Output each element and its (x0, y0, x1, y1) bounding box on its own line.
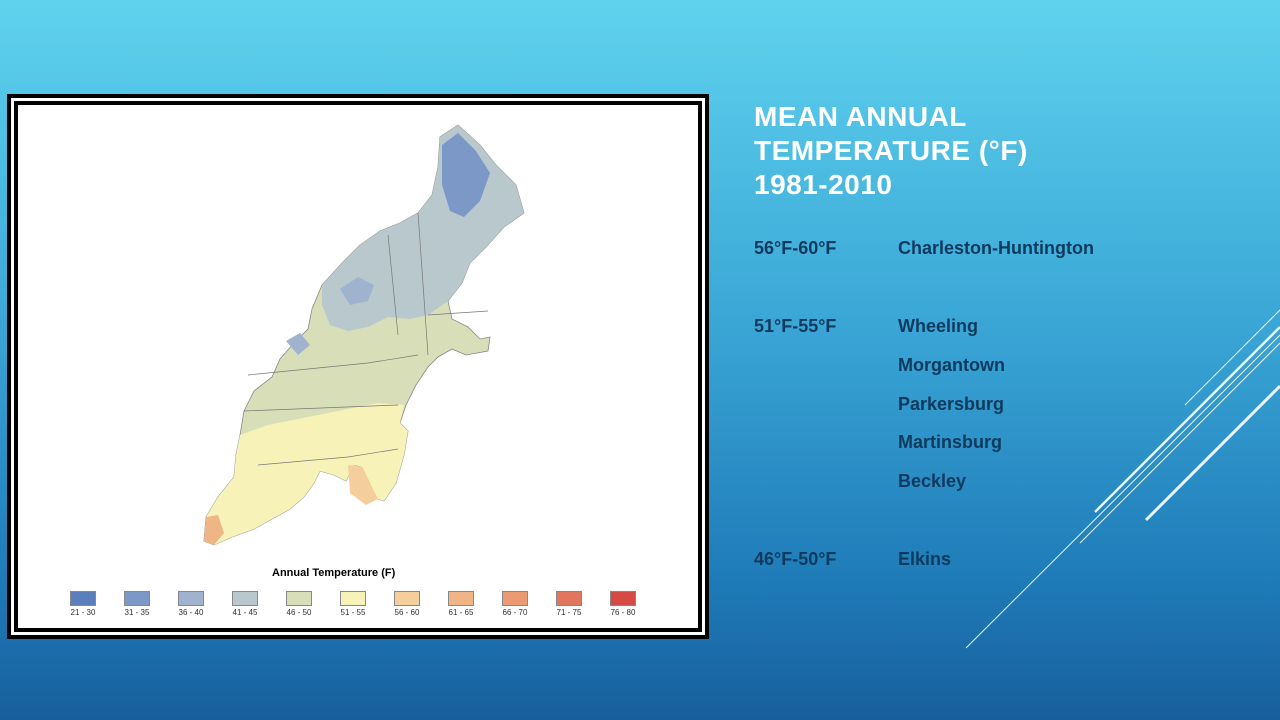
city-name: Elkins (898, 549, 952, 569)
temperature-range: 56°F-60°F (754, 238, 837, 258)
city-name: Morgantown (898, 355, 1005, 375)
cold-patch (340, 277, 374, 305)
legend-swatch (178, 591, 204, 606)
cold-zone (442, 133, 490, 217)
city-name: Martinsburg (898, 432, 1003, 452)
legend-label: 56 - 60 (394, 608, 420, 617)
map-legend: 21 - 30 31 - 35 36 - 40 41 - 45 46 - 50 51 - … (58, 591, 658, 621)
warm-zone (204, 403, 408, 545)
legend-label: 66 - 70 (502, 608, 528, 617)
legend-swatch (448, 591, 474, 606)
legend-label: 36 - 40 (178, 608, 204, 617)
legend-swatch (610, 591, 636, 606)
legend-label: 76 - 80 (610, 608, 636, 617)
legend-swatch (556, 591, 582, 606)
slide-title: MEAN ANNUAL TEMPERATURE (°F) 1981-2010 (754, 100, 1194, 202)
legend-label: 46 - 50 (286, 608, 312, 617)
title-line-3: 1981-2010 (754, 169, 893, 200)
temperature-range: 46°F-50°F (754, 549, 837, 569)
legend-label: 61 - 65 (448, 608, 474, 617)
title-line-1: MEAN ANNUAL (754, 101, 967, 132)
legend-label: 21 - 30 (70, 608, 96, 617)
city-name: Beckley (898, 471, 967, 491)
northeast-temperature-map (203, 124, 525, 546)
temperature-map: Annual Temperature (F) 21 - 30 31 - 35 36 … (18, 105, 698, 628)
map-legend-title: Annual Temperature (F) (272, 567, 396, 579)
legend-label: 31 - 35 (124, 608, 150, 617)
legend-label: 41 - 45 (232, 608, 258, 617)
title-line-2: TEMPERATURE (°F) (754, 135, 1028, 166)
city-name: Charleston-Huntington (898, 238, 1094, 258)
city-name: Wheeling (898, 316, 978, 336)
city-name: Parkersburg (898, 394, 1005, 414)
state-borders (243, 212, 489, 466)
legend-swatch (232, 591, 258, 606)
hot-zone (204, 515, 224, 545)
temperature-range: 51°F-55°F (754, 316, 837, 336)
legend-swatch (124, 591, 150, 606)
legend-label: 51 - 55 (340, 608, 366, 617)
legend-swatch (502, 591, 528, 606)
legend-swatch (286, 591, 312, 606)
cold-patch (286, 333, 310, 355)
legend-swatch (70, 591, 96, 606)
map-image-frame: Annual Temperature (F) 21 - 30 31 - 35 36 … (7, 94, 709, 639)
legend-swatch (340, 591, 366, 606)
legend-swatch (394, 591, 420, 606)
hot-zone (348, 465, 378, 505)
legend-label: 71 - 75 (556, 608, 582, 617)
map-image-border: Annual Temperature (F) 21 - 30 31 - 35 36 … (11, 98, 705, 635)
